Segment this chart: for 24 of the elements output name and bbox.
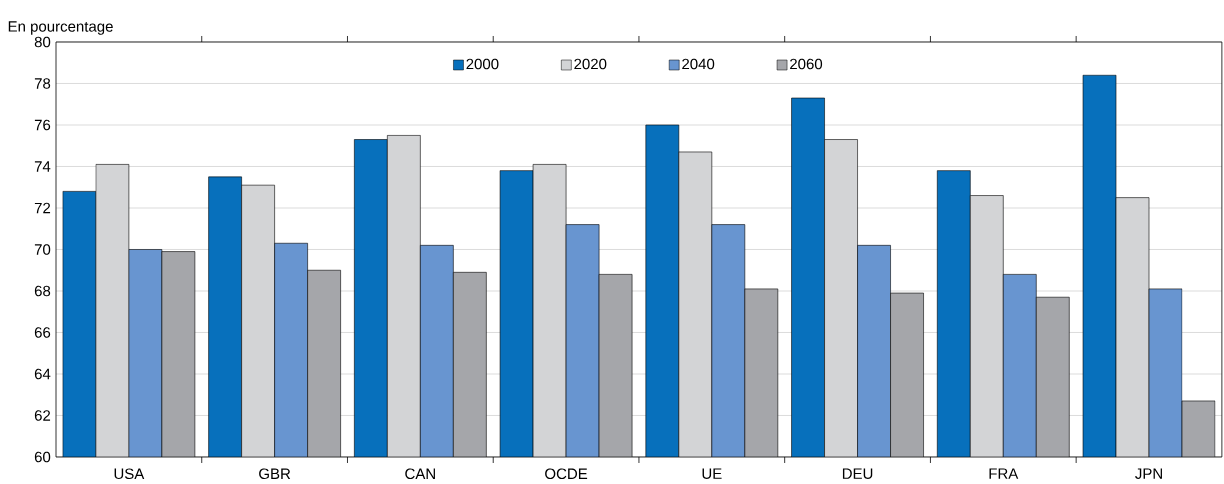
y-tick-label: 72 bbox=[34, 202, 51, 214]
y-axis-title: En pourcentage bbox=[8, 21, 113, 35]
y-tick-label: 76 bbox=[34, 119, 51, 131]
x-tick-label: CAN bbox=[405, 468, 435, 480]
x-tick-label: DEU bbox=[842, 468, 873, 479]
x-tick-label: GBR bbox=[259, 468, 291, 480]
y-tick-label: 68 bbox=[34, 285, 51, 297]
y-tick-label: 64 bbox=[34, 368, 51, 380]
y-tick-label: 78 bbox=[34, 78, 51, 89]
y-tick-label: 66 bbox=[34, 327, 51, 338]
legend-label: 2040 bbox=[682, 58, 715, 70]
legend-label: 2060 bbox=[790, 58, 823, 70]
x-tick-label: USA bbox=[114, 468, 145, 480]
y-tick-label: 80 bbox=[34, 36, 51, 48]
legend-label: 2020 bbox=[574, 58, 607, 70]
x-tick-label: JPN bbox=[1135, 468, 1162, 479]
y-tick-label: 74 bbox=[34, 161, 51, 172]
y-tick-label: 60 bbox=[34, 451, 51, 463]
x-tick-label: OCDE bbox=[545, 468, 588, 480]
legend-label: 2000 bbox=[466, 58, 499, 70]
y-tick-label: 70 bbox=[34, 244, 51, 255]
x-tick-label: FRA bbox=[989, 468, 1019, 479]
x-tick-label: UE bbox=[702, 468, 722, 479]
y-tick-label: 62 bbox=[34, 410, 51, 421]
